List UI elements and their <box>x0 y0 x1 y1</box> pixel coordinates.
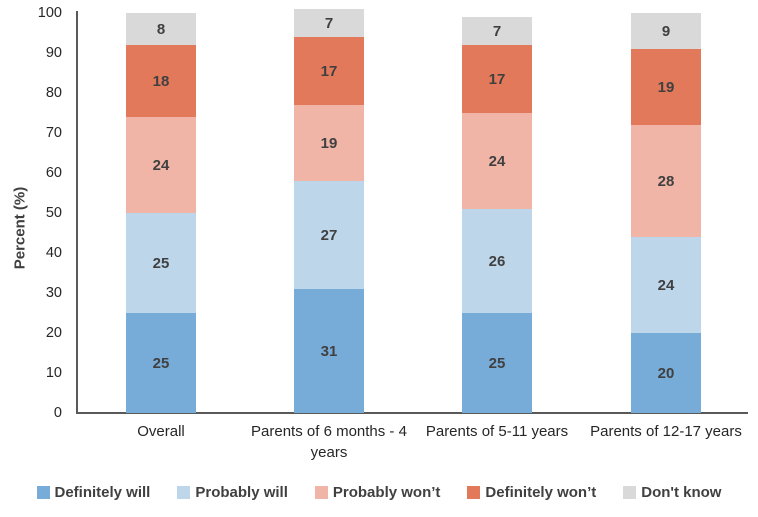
bar-segment-value: 20 <box>657 364 675 382</box>
bar-segment-value: 25 <box>152 254 170 272</box>
bar-segment-value: 24 <box>152 156 170 174</box>
y-tick-label: 10 <box>45 365 62 381</box>
bar-segment-value: 17 <box>488 70 506 88</box>
bar-segment: 17 <box>462 45 532 113</box>
bar-segment-value: 27 <box>320 226 338 244</box>
y-tick-label: 30 <box>45 285 62 301</box>
bar-segment-value: 24 <box>657 276 675 294</box>
bar-segment-value: 24 <box>488 152 506 170</box>
bar-segment-value: 17 <box>320 62 338 80</box>
y-axis: 0 10 20 30 40 50 60 70 80 90 100 <box>0 0 62 517</box>
legend-item: Don't know <box>623 484 721 501</box>
legend-item: Probably won’t <box>314 484 441 501</box>
bar-segment: 28 <box>631 125 701 237</box>
legend-item: Probably will <box>177 484 288 501</box>
bar-segment: 25 <box>126 313 196 413</box>
x-axis-line <box>76 412 748 414</box>
bar-segment: 7 <box>462 17 532 45</box>
legend-swatch <box>314 486 328 499</box>
y-tick-label: 0 <box>53 405 62 421</box>
legend-label: Definitely won’t <box>485 484 597 501</box>
bar-segment-value: 9 <box>661 22 671 40</box>
legend-swatch <box>623 486 637 499</box>
bar-segment-value: 19 <box>320 134 338 152</box>
y-tick-label: 60 <box>45 165 62 181</box>
legend-swatch <box>467 486 481 499</box>
legend-swatch <box>177 486 191 499</box>
y-axis-line <box>76 11 78 414</box>
y-tick-label: 90 <box>45 45 62 61</box>
bar-segment: 9 <box>631 13 701 49</box>
legend-item: Definitely won’t <box>467 484 596 501</box>
bar-segment: 26 <box>462 209 532 313</box>
bar-segment: 17 <box>294 37 364 105</box>
bar-segment: 19 <box>294 105 364 181</box>
bar-segment: 31 <box>294 289 364 413</box>
y-tick-label: 40 <box>45 245 62 261</box>
y-tick-label: 80 <box>45 85 62 101</box>
bar-segment-value: 25 <box>488 354 506 372</box>
bar-segment-value: 25 <box>152 354 170 372</box>
legend: Definitely will Probably will Probably won… <box>0 484 758 501</box>
legend-label: Probably won’t <box>332 484 441 501</box>
bar-segment: 25 <box>462 313 532 413</box>
y-tick-label: 70 <box>45 125 62 141</box>
legend-label: Don't know <box>641 484 722 501</box>
bar-segment-value: 18 <box>152 72 170 90</box>
legend-label: Definitely will <box>54 484 151 501</box>
bar-segment: 25 <box>126 213 196 313</box>
bar-segment-value: 28 <box>657 172 675 190</box>
legend-swatch <box>36 486 50 499</box>
bar-segment: 19 <box>631 49 701 125</box>
bar-segment: 20 <box>631 333 701 413</box>
bar-segment: 27 <box>294 181 364 289</box>
bar-segment: 18 <box>126 45 196 117</box>
bar-segment: 7 <box>294 9 364 37</box>
bar-segment: 8 <box>126 13 196 45</box>
bar-segment-value: 8 <box>156 20 166 38</box>
y-tick-label: 20 <box>45 325 62 341</box>
bar-segment-value: 7 <box>324 14 334 32</box>
legend-label: Probably will <box>195 484 288 501</box>
legend-item: Definitely will <box>36 484 151 501</box>
bar-segment-value: 19 <box>657 78 675 96</box>
y-tick-label: 50 <box>45 205 62 221</box>
bar-segment-value: 26 <box>488 252 506 270</box>
y-tick-label: 100 <box>37 5 62 21</box>
bar-segment-value: 7 <box>492 22 502 40</box>
bar-segment-value: 31 <box>320 342 338 360</box>
bar-segment: 24 <box>462 113 532 209</box>
bar-segment: 24 <box>631 237 701 333</box>
bar-segment: 24 <box>126 117 196 213</box>
